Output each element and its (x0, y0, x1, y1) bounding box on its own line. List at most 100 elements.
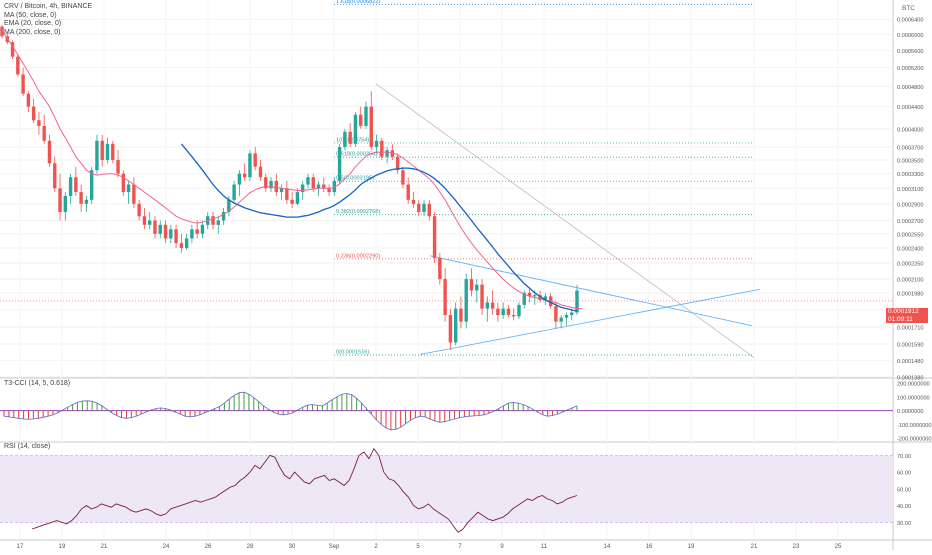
candle-body (337, 147, 342, 181)
candle-body (269, 180, 273, 189)
x-tick-label: 9 (500, 544, 504, 550)
ma50-line (180, 143, 578, 312)
candle-body (258, 166, 263, 178)
legend-ma50: MA (50, close, 0) (4, 11, 57, 19)
x-tick-label: 25 (835, 544, 842, 550)
candle-body (385, 150, 389, 157)
rsi-y-tick-label: 40.00 (897, 504, 911, 510)
candle-body (300, 184, 305, 193)
candle-body (195, 229, 199, 234)
candle-body (290, 199, 294, 204)
chart-legend: CRV / Bitcoin, 4h, BINANCE MA (50, close… (4, 3, 92, 37)
fib-level-label: 0.5(0.0003195) (336, 176, 374, 182)
candle-body (353, 114, 358, 144)
fib-level-label: 1(0.0003764) (336, 138, 369, 144)
candle-body (137, 203, 141, 217)
candle-body (501, 308, 505, 316)
candle-body (279, 188, 284, 193)
rsi-pane-title: RSI (14, close) (4, 443, 51, 450)
candle-body (311, 177, 315, 189)
candle-body (79, 192, 83, 204)
candle-body (111, 143, 115, 160)
candle-body (390, 150, 395, 157)
x-tick-label: 28 (247, 544, 254, 550)
candle-body (527, 292, 532, 297)
candle-body (89, 170, 94, 200)
candle-body (248, 153, 252, 178)
candle-body (380, 140, 384, 157)
candle-body (511, 315, 516, 317)
candle-countdown: 01:09:11 (888, 315, 913, 323)
candle-body (227, 199, 231, 213)
candle-body (84, 199, 89, 204)
y-tick-label: 0.0005200 (897, 66, 923, 72)
y-tick-label: 0.0001590 (897, 342, 923, 348)
candle-body (432, 216, 437, 258)
candle-body (37, 120, 41, 126)
y-tick-label: 0.0001710 (897, 326, 923, 332)
candle-body (242, 173, 247, 178)
candle-body (496, 308, 500, 316)
cci-y-tick-label: 200.0000000 (897, 382, 930, 388)
candle-body (216, 220, 220, 225)
candle-body (369, 106, 373, 148)
candle-body (200, 224, 205, 234)
y-tick-label: 0.0004800 (897, 85, 923, 91)
y-tick-label: 0.0003500 (897, 158, 923, 164)
candle-body (58, 188, 62, 213)
candle-body (253, 153, 257, 167)
candle-body (364, 106, 368, 126)
candle-body (306, 177, 310, 185)
candle-body (443, 279, 447, 316)
x-tick-label: 19 (59, 544, 66, 550)
candle-body (316, 184, 321, 189)
candle-body (343, 131, 347, 148)
candle-body (475, 284, 479, 291)
candle-body (490, 302, 495, 309)
candle-body (422, 203, 426, 213)
x-tick-label: 21 (751, 544, 758, 550)
candle-body (153, 220, 157, 234)
candle-body (332, 180, 337, 193)
y-tick-label: 0.0002900 (897, 202, 923, 208)
candle-body (126, 184, 131, 193)
candle-body (395, 156, 400, 171)
candle-body (63, 195, 68, 213)
candle-body (522, 292, 526, 305)
candle-body (211, 216, 215, 225)
cci-line (3, 391, 578, 431)
candle-body (506, 308, 511, 316)
candle-body (74, 177, 78, 193)
candle-body (469, 279, 474, 291)
rsi-y-tick-label: 30.00 (897, 521, 911, 527)
candle-body (448, 315, 453, 343)
x-tick-label: 7 (458, 544, 462, 550)
candle-body (559, 317, 563, 322)
candle-body (116, 159, 120, 174)
candle-body (190, 229, 194, 239)
candle-body (169, 229, 173, 239)
x-tick-label: 26 (205, 544, 212, 550)
candle-body (359, 114, 363, 126)
y-tick-label: 0.0002250 (897, 262, 923, 268)
rsi-y-tick-label: 50.00 (897, 487, 911, 493)
y-tick-label: 0.0001980 (897, 291, 923, 297)
candle-body (221, 212, 226, 221)
candle-body (184, 238, 189, 248)
x-tick-label: 11 (541, 544, 548, 550)
rsi-y-tick-label: 70.00 (897, 454, 911, 460)
candle-body (105, 143, 110, 160)
x-tick-label: 14 (604, 544, 611, 550)
x-tick-label: Sep (329, 544, 340, 550)
fib-level-label: 1.618(0.0006822) (336, 0, 380, 5)
triangle-lower-line (419, 288, 761, 355)
y-tick-label: 0.0005600 (897, 49, 923, 55)
candle-body (121, 173, 126, 193)
candle-body (100, 140, 104, 160)
fib-level-label: 0.618(0.0003542) (336, 152, 380, 158)
candle-body (237, 173, 242, 185)
candle-body (480, 284, 484, 309)
y-tick-label: 0.0006000 (897, 33, 923, 39)
